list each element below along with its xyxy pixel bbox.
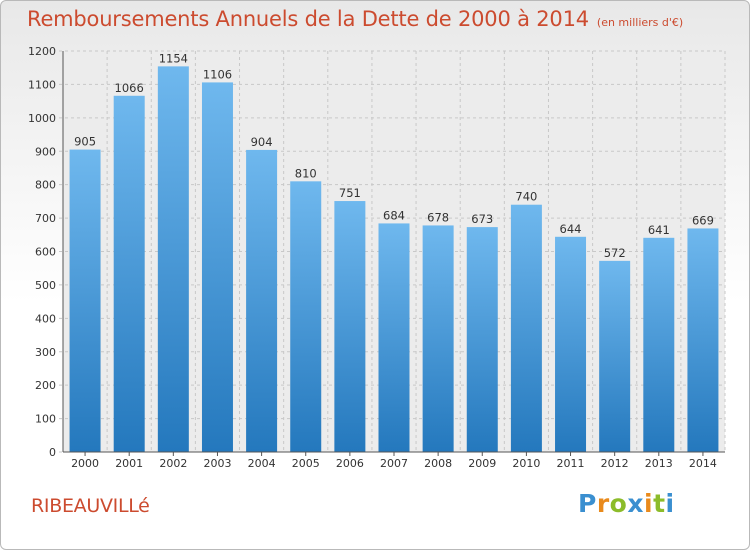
- bar-value-label: 904: [251, 135, 273, 149]
- y-tick-label: 200: [35, 379, 56, 392]
- x-tick-label: 2014: [689, 457, 717, 470]
- chart-title: Remboursements Annuels de la Dette de 20…: [27, 7, 683, 31]
- chart-subtitle: (en milliers d'€): [596, 16, 684, 29]
- bar: [555, 236, 587, 452]
- y-tick-label: 900: [35, 145, 56, 158]
- x-tick-label: 2007: [380, 457, 408, 470]
- x-tick-label: 2009: [468, 457, 496, 470]
- x-tick-label: 2008: [424, 457, 452, 470]
- bar: [290, 181, 322, 452]
- bar-value-label: 1066: [115, 81, 144, 95]
- y-tick-label: 300: [35, 346, 56, 359]
- y-tick-label: 800: [35, 179, 56, 192]
- bar: [599, 260, 631, 452]
- x-tick-label: 2013: [645, 457, 673, 470]
- logo-letter: t: [653, 489, 666, 518]
- logo-letter: i: [665, 489, 675, 518]
- x-tick-label: 2000: [71, 457, 99, 470]
- logo-letter: i: [644, 489, 654, 518]
- logo-letter: P: [578, 489, 597, 518]
- logo-letter: r: [596, 489, 610, 518]
- bar: [157, 66, 189, 452]
- bar: [201, 82, 233, 452]
- y-tick-label: 100: [35, 413, 56, 426]
- bar: [422, 225, 454, 452]
- bar-value-label: 905: [74, 135, 96, 149]
- bar-value-label: 740: [515, 190, 537, 204]
- bar: [466, 227, 498, 452]
- proxiti-logo: Proxiti: [578, 489, 675, 518]
- bar-value-label: 678: [427, 210, 449, 224]
- bar-value-label: 1154: [159, 51, 188, 65]
- y-tick-label: 0: [49, 446, 56, 459]
- bar-value-label: 810: [295, 166, 317, 180]
- bar-value-label: 641: [648, 223, 670, 237]
- x-tick-label: 2006: [336, 457, 364, 470]
- chart-title-text: Remboursements Annuels de la Dette de 20…: [27, 7, 589, 31]
- y-tick-label: 700: [35, 212, 56, 225]
- bar: [69, 149, 101, 452]
- x-tick-label: 2001: [115, 457, 143, 470]
- bar-value-label: 669: [692, 213, 714, 227]
- bar-value-label: 572: [604, 246, 626, 260]
- logo-letter: x: [627, 489, 644, 518]
- x-tick-label: 2010: [512, 457, 540, 470]
- bar-value-label: 1106: [203, 67, 232, 81]
- bar: [378, 223, 410, 452]
- x-tick-label: 2005: [292, 457, 320, 470]
- bar: [643, 237, 675, 452]
- city-label: RIBEAUVILLé: [31, 495, 150, 517]
- bar: [687, 228, 719, 452]
- y-tick-label: 400: [35, 312, 56, 325]
- x-tick-label: 2002: [159, 457, 187, 470]
- x-tick-label: 2004: [248, 457, 276, 470]
- x-tick-label: 2003: [203, 457, 231, 470]
- bar: [246, 149, 278, 452]
- y-tick-label: 1000: [28, 112, 56, 125]
- bar-value-label: 644: [560, 222, 582, 236]
- logo-letter: o: [609, 489, 628, 518]
- y-tick-label: 600: [35, 246, 56, 259]
- x-tick-label: 2011: [557, 457, 585, 470]
- y-tick-label: 1200: [28, 45, 56, 58]
- y-tick-label: 1100: [28, 78, 56, 91]
- y-tick-label: 500: [35, 279, 56, 292]
- bar-value-label: 673: [471, 212, 493, 226]
- bar: [510, 204, 542, 452]
- bar: [113, 95, 145, 453]
- bar-value-label: 684: [383, 208, 405, 222]
- bar: [334, 201, 366, 452]
- x-tick-label: 2012: [601, 457, 629, 470]
- bar-value-label: 751: [339, 186, 361, 200]
